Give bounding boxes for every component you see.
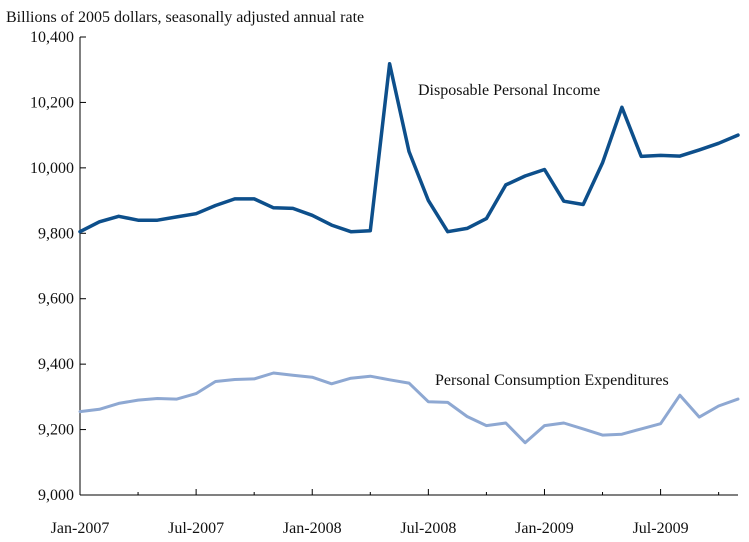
series-label-consumption-expenditures: Personal Consumption Expenditures (435, 372, 669, 389)
x-axis: Jan-2007 Jul-2007 Jan-2008 Jul-2008 Jan-2009… (51, 489, 738, 537)
y-tick-label: 9,200 (38, 422, 74, 439)
y-axis-label: Billions of 2005 dollars, seasonally adj… (6, 9, 364, 26)
series-lines (78, 62, 740, 445)
series-line-disposable-income (78, 62, 740, 234)
y-tick-label: 10,200 (30, 94, 74, 111)
y-tick-label: 9,000 (38, 487, 74, 504)
y-tick-label: 10,000 (30, 160, 74, 177)
x-tick-label: Jul-2008 (400, 520, 456, 537)
x-tick-label: Jul-2007 (168, 520, 224, 537)
x-tick-label: Jan-2007 (51, 520, 110, 537)
y-tick-label: 9,600 (38, 291, 74, 308)
y-tick-label: 9,800 (38, 225, 74, 242)
x-tick-label: Jul-2009 (633, 520, 689, 537)
y-axis: 9,000 9,200 9,400 9,600 9,800 10,000 10,200 10,… (30, 29, 86, 504)
y-tick-label: 9,400 (38, 356, 74, 373)
x-tick-label: Jan-2008 (283, 520, 342, 537)
series-line-consumption-expenditures (78, 371, 740, 445)
x-tick-label: Jan-2009 (515, 520, 574, 537)
series-label-disposable-income: Disposable Personal Income (418, 82, 600, 99)
y-tick-label: 10,400 (30, 29, 74, 46)
